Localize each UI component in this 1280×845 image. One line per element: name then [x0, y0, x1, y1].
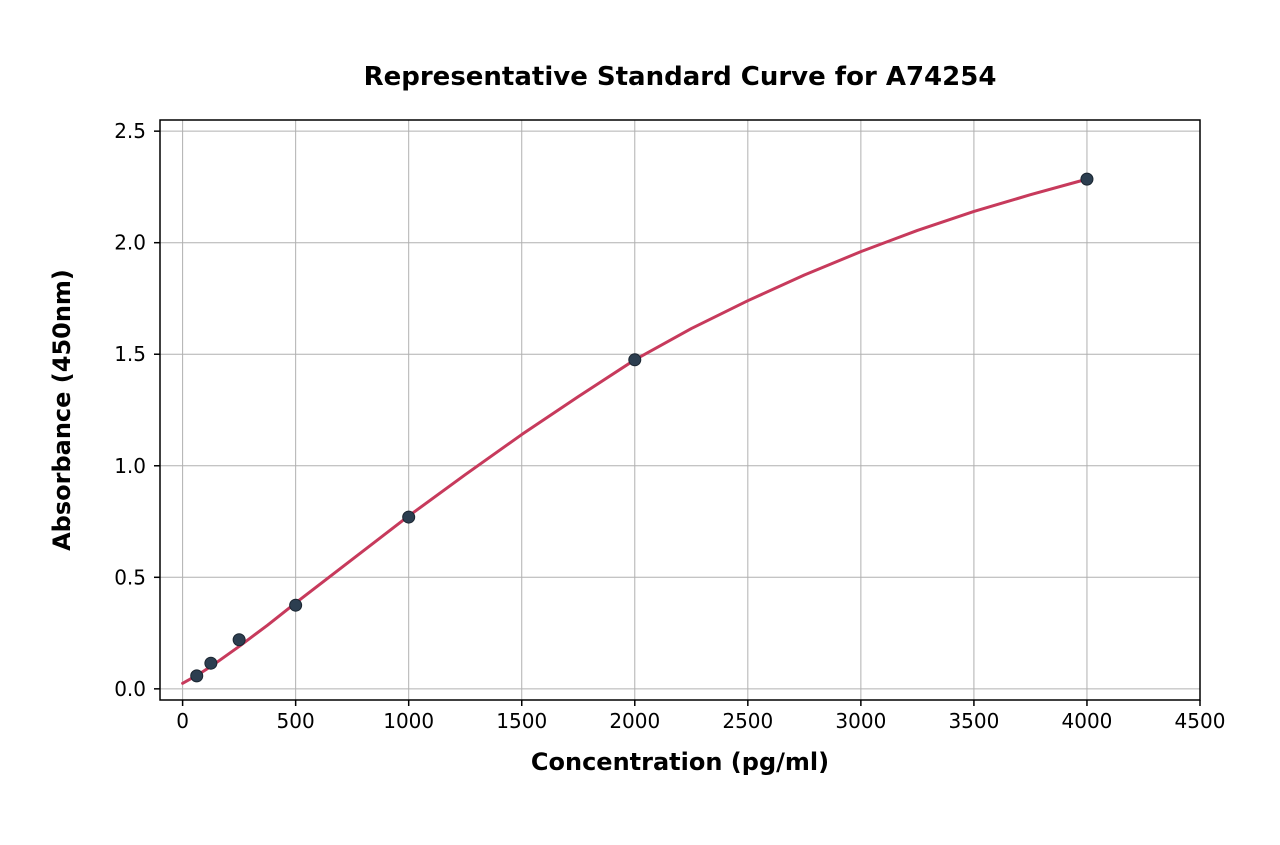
x-tick-label: 1000 — [383, 709, 434, 733]
x-tick-label: 1500 — [496, 709, 547, 733]
x-tick-label: 4000 — [1062, 709, 1113, 733]
y-axis-label: Absorbance (450nm) — [48, 269, 76, 551]
y-tick-label: 0.5 — [114, 565, 146, 589]
x-tick-label: 3500 — [948, 709, 999, 733]
data-point — [290, 599, 302, 611]
data-point — [233, 634, 245, 646]
data-point — [629, 354, 641, 366]
chart-container: 0 500 1000 1500 2000 2500 3000 3500 4000 4500 0.0 0… — [0, 0, 1280, 845]
data-point — [205, 657, 217, 669]
y-tick-label: 1.0 — [114, 454, 146, 478]
x-tick-label: 500 — [277, 709, 315, 733]
chart-svg: 0 500 1000 1500 2000 2500 3000 3500 4000 4500 0.0 0… — [0, 0, 1280, 845]
x-tick-label: 2500 — [722, 709, 773, 733]
x-tick-label: 0 — [176, 709, 189, 733]
x-tick-label: 2000 — [609, 709, 660, 733]
y-tick-label: 1.5 — [114, 342, 146, 366]
x-tick-label: 3000 — [835, 709, 886, 733]
data-point — [403, 511, 415, 523]
data-point — [1081, 173, 1093, 185]
data-point — [191, 670, 203, 682]
chart-title: Representative Standard Curve for A74254 — [364, 62, 997, 92]
x-axis-label: Concentration (pg/ml) — [531, 748, 829, 776]
x-tick-label: 4500 — [1175, 709, 1226, 733]
y-tick-label: 2.0 — [114, 231, 146, 255]
y-tick-label: 0.0 — [114, 677, 146, 701]
y-tick-label: 2.5 — [114, 119, 146, 143]
